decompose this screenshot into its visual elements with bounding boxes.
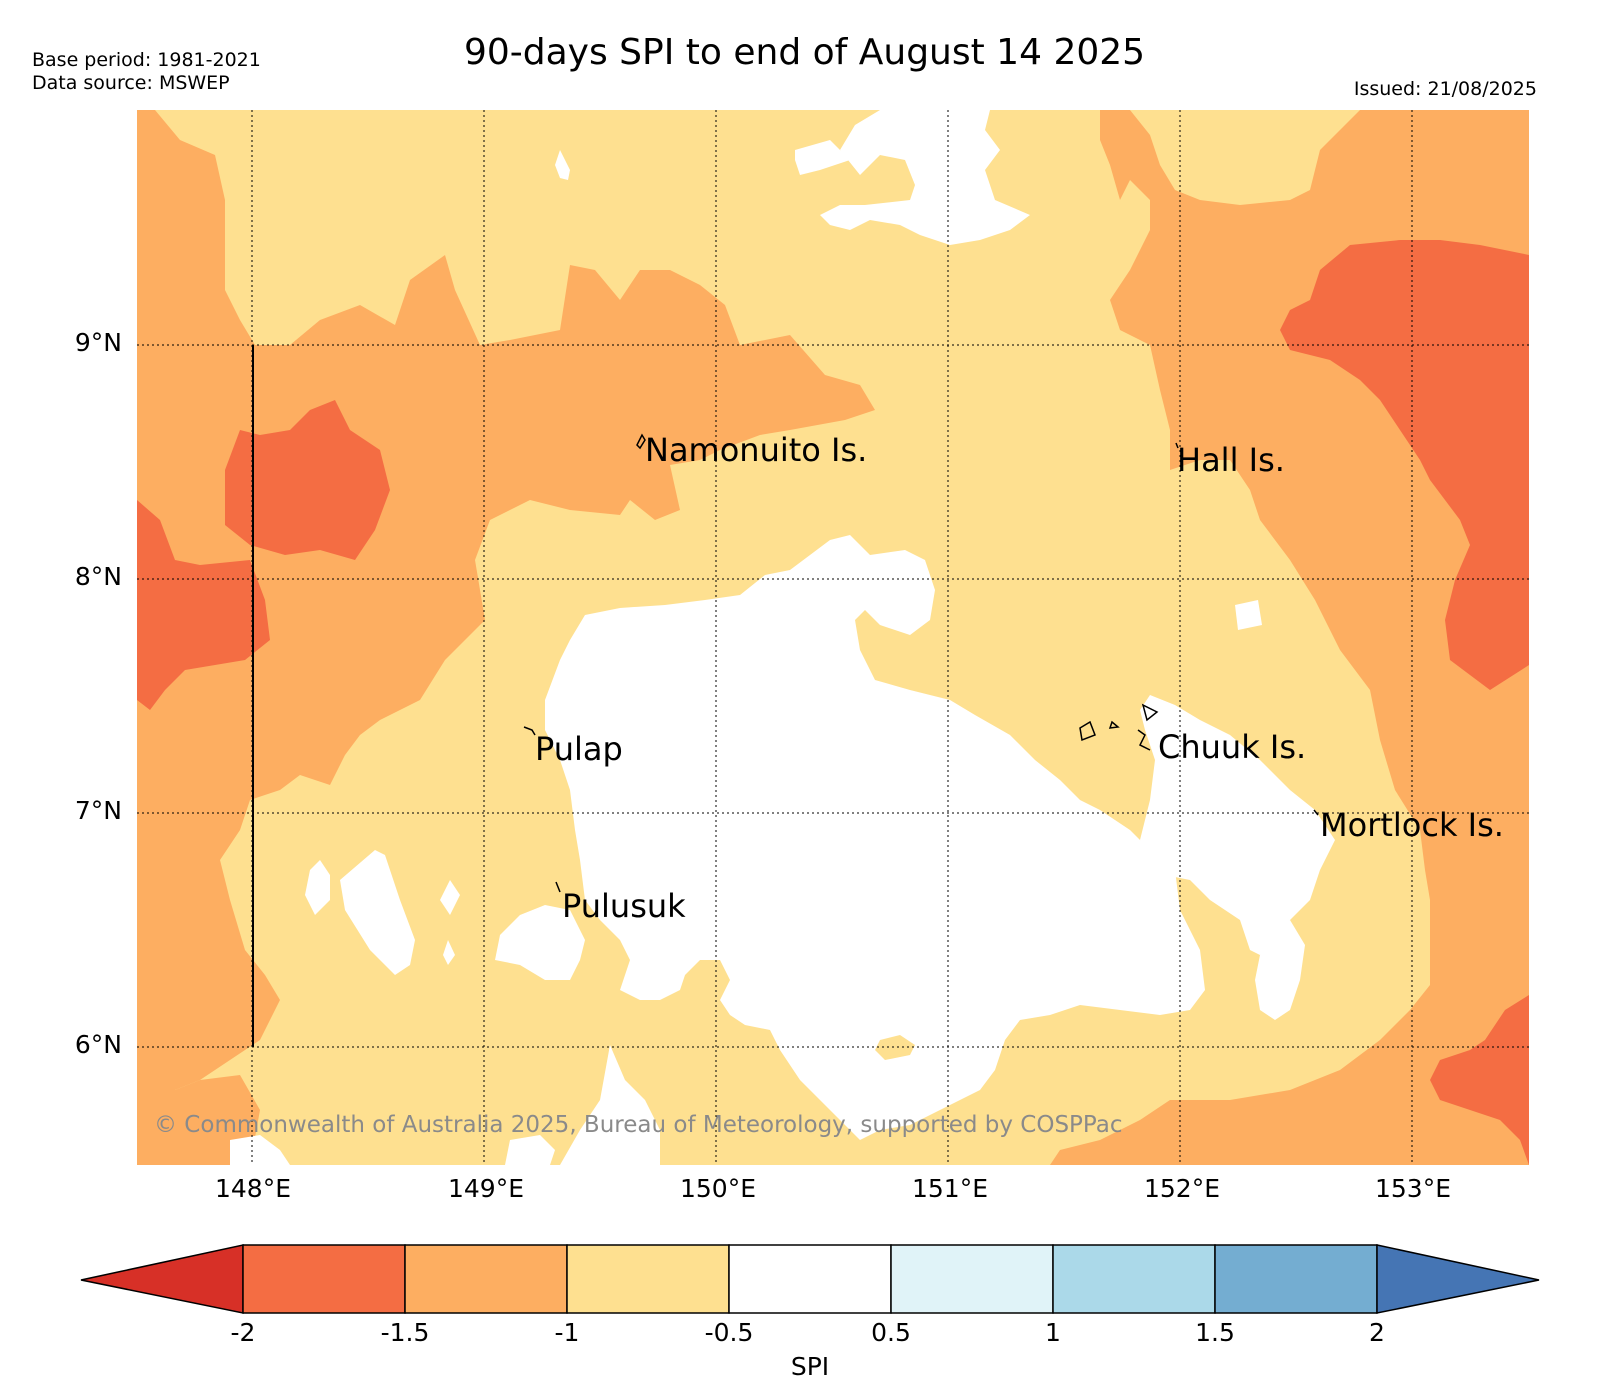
- island-label-mortlock: Mortlock Is.: [1320, 806, 1504, 844]
- region-white-small-east: [1235, 600, 1262, 630]
- colorbar-tick: 2: [1369, 1318, 1385, 1347]
- colorbar-tick: -1.5: [380, 1318, 430, 1347]
- lon-label-149e: 149°E: [447, 1174, 525, 1203]
- colorbar-tick: 1: [1045, 1318, 1061, 1347]
- colorbar-tick: -0.5: [704, 1318, 754, 1347]
- colorbar: [80, 1244, 1540, 1314]
- region-red-west-blob: [225, 400, 390, 560]
- lat-label-7n: 7°N: [74, 796, 122, 825]
- island-outline-chuuk-4: [1137, 729, 1151, 751]
- island-outline-pulusuk: [555, 881, 561, 893]
- lon-label-151e: 151°E: [911, 1174, 989, 1203]
- region-yellow-patch: [875, 1035, 915, 1060]
- region-white-central: [545, 535, 1205, 1140]
- island-label-pulusuk: Pulusuk: [562, 887, 686, 925]
- island-outline-mortlock: [1313, 809, 1319, 816]
- lat-label-8n: 8°N: [74, 562, 122, 591]
- lon-label-150e: 150°E: [679, 1174, 757, 1203]
- lon-label-153e: 153°E: [1374, 1174, 1452, 1203]
- colorbar-tick: -2: [230, 1318, 256, 1347]
- lat-label-6n: 6°N: [74, 1030, 122, 1059]
- colorbar-cell-7: [1214, 1244, 1378, 1314]
- region-white-north-1: [820, 110, 1030, 245]
- map-title: 90-days SPI to end of August 14 2025: [463, 32, 1146, 73]
- region-red-west-edge: [137, 500, 270, 710]
- colorbar-extend-high: [1376, 1244, 1540, 1314]
- colorbar-tick: 0.5: [871, 1318, 911, 1347]
- island-label-chuuk: Chuuk Is.: [1158, 728, 1307, 766]
- region-white-southwest-4: [443, 940, 455, 965]
- region-white-pulusuk: [495, 905, 585, 980]
- region-white-southwest-3: [440, 880, 460, 915]
- region-white-southwest-1: [340, 850, 415, 975]
- region-orange-west: [137, 110, 875, 1090]
- island-outline-chuuk-1: [1141, 703, 1159, 722]
- data-source: Data source: MSWEP: [32, 72, 230, 94]
- island-label-namonuito: Namonuito Is.: [645, 431, 868, 469]
- island-outline-hall: [1175, 442, 1179, 449]
- colorbar-cell-2: [404, 1244, 568, 1314]
- base-period: Base period: 1981-2021: [32, 49, 261, 71]
- region-white-chuuk: [1140, 695, 1335, 955]
- colorbar-cell-1: [242, 1244, 406, 1314]
- island-label-pulap: Pulap: [535, 730, 623, 768]
- colorbar-tick: 1.5: [1195, 1318, 1235, 1347]
- colorbar-tick: -1: [554, 1318, 580, 1347]
- lon-label-148e: 148°E: [214, 1174, 292, 1203]
- island-outline-namonuito: [636, 433, 646, 450]
- region-white-east-spot: [1255, 920, 1305, 1020]
- copyright-notice: © Commonwealth of Australia 2025, Bureau…: [154, 1112, 1123, 1138]
- meta-left: Base period: 1981-2021 Data source: MSWE…: [32, 49, 261, 95]
- region-red-east: [1280, 240, 1529, 690]
- region-white-south-3: [505, 1135, 555, 1165]
- colorbar-cell-4: [728, 1244, 892, 1314]
- colorbar-cell-5: [890, 1244, 1054, 1314]
- issued-date: Issued: 21/08/2025: [1353, 78, 1537, 100]
- colorbar-label: SPI: [790, 1352, 830, 1381]
- region-white-south-1: [560, 1045, 660, 1165]
- island-outline-pulap: [523, 726, 536, 736]
- colorbar-extend-low: [80, 1244, 244, 1314]
- lat-label-9n: 9°N: [74, 328, 122, 357]
- region-orange-southwest: [137, 1075, 260, 1165]
- island-label-hall: Hall Is.: [1177, 441, 1285, 479]
- colorbar-cell-3: [566, 1244, 730, 1314]
- region-red-southeast: [1430, 995, 1529, 1165]
- island-outline-chuuk-3: [1108, 720, 1120, 729]
- region-white-north-3: [555, 150, 570, 180]
- island-outline-chuuk-2: [1079, 720, 1096, 742]
- region-white-southwest-2: [305, 860, 330, 915]
- region-white-south-2: [230, 1135, 290, 1165]
- lon-label-152e: 152°E: [1143, 1174, 1221, 1203]
- region-white-north-2: [795, 140, 850, 175]
- colorbar-cell-6: [1052, 1244, 1216, 1314]
